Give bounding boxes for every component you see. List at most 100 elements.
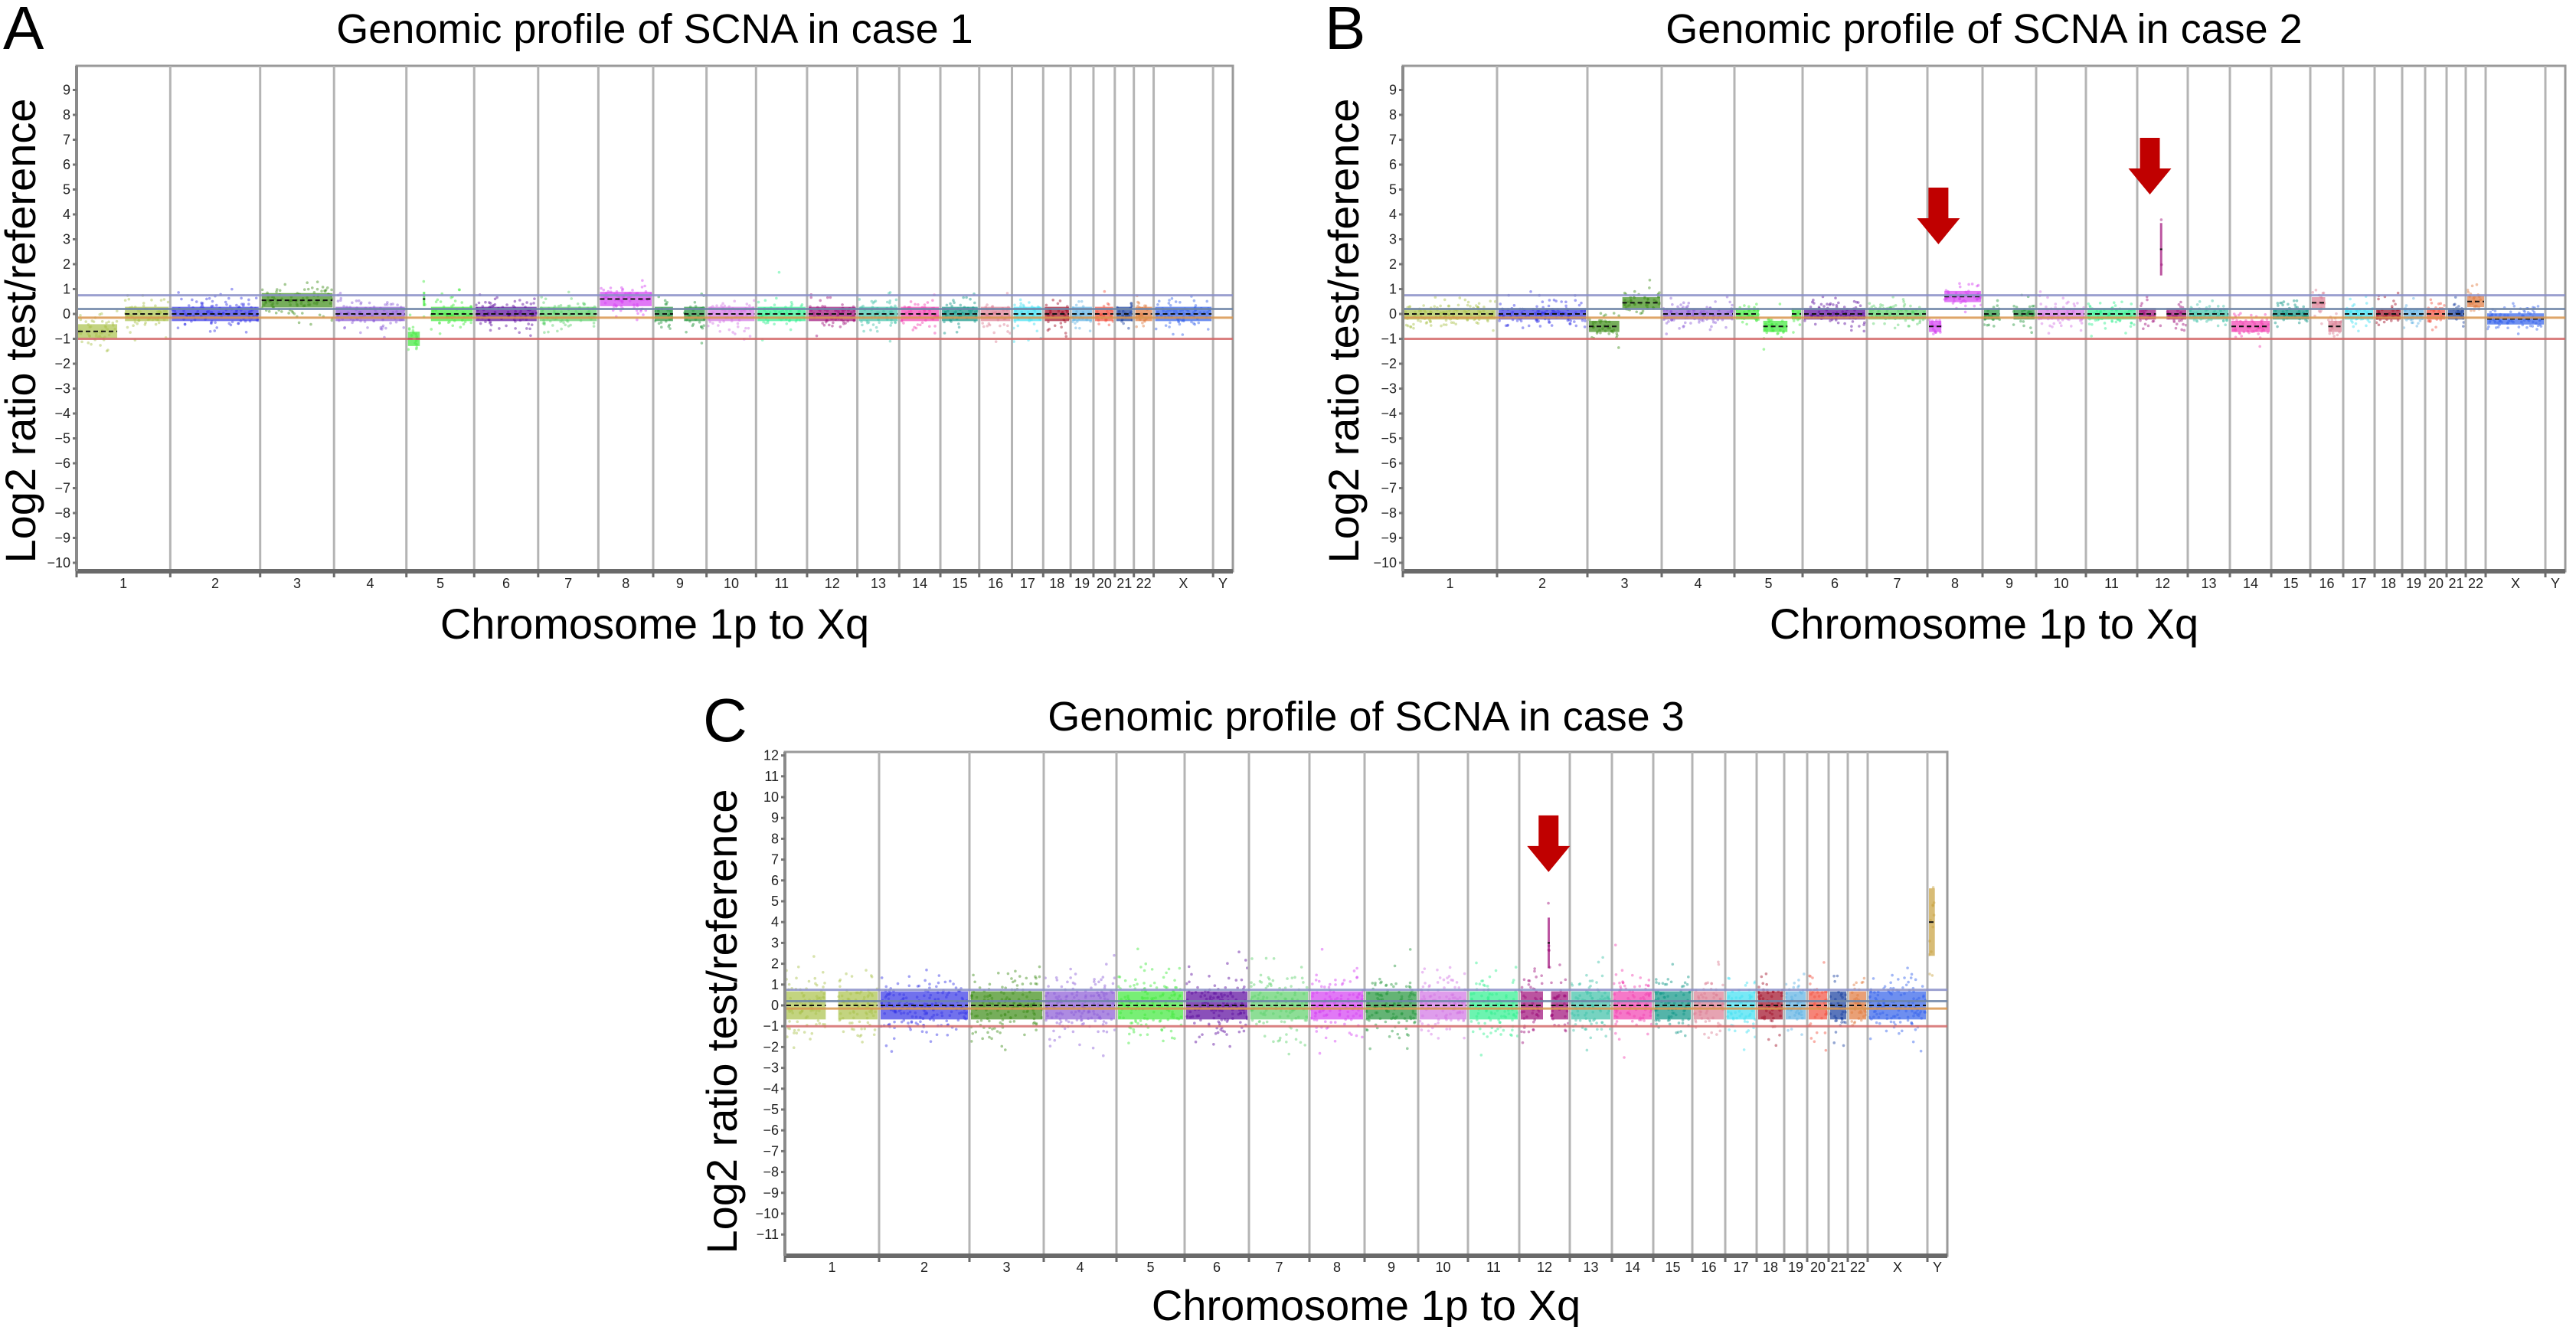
data-point [1447,304,1451,308]
data-point [1633,296,1636,299]
data-point [1070,1011,1074,1014]
data-point [1711,1016,1715,1020]
data-point [928,309,932,312]
data-point [1424,322,1428,325]
data-point [1474,304,1478,307]
data-point [2241,322,2244,325]
data-point [894,320,897,324]
data-point [1026,1009,1029,1013]
data-point [774,310,777,314]
chromosome-label: 11 [774,576,789,591]
data-point [620,301,624,304]
data-point [907,310,910,313]
data-point [1172,1013,1175,1016]
data-point [1313,1015,1317,1018]
data-point [2225,319,2228,322]
data-point [412,331,415,335]
data-point [1951,302,1955,305]
data-point [1767,324,1770,327]
data-point [278,289,282,293]
data-point [775,296,778,300]
data-point [870,992,874,996]
data-point [2473,305,2476,309]
data-point [1589,992,1592,995]
data-point [840,994,844,998]
data-point [2429,319,2432,322]
data-point [1444,1016,1447,1020]
data-point [2498,323,2501,326]
data-point [972,973,975,977]
data-point [792,1046,796,1049]
data-point [1613,943,1617,946]
data-point [1216,995,1219,999]
data-point [943,310,947,314]
data-point [2224,323,2227,327]
data-point [438,332,442,335]
data-point [1451,314,1455,317]
chromosome-label: 13 [871,576,886,591]
data-point [1143,320,1146,323]
data-point [2225,319,2228,322]
data-point [1672,319,1675,322]
data-point [315,302,319,306]
data-point [443,312,446,315]
data-point [1535,976,1538,979]
data-point [2332,335,2336,338]
data-point [1868,302,1872,306]
data-point [2396,291,2400,295]
data-point [1242,990,1245,994]
data-point [789,309,792,312]
chromosome-label: 22 [2468,576,2483,591]
data-point [1502,1028,1505,1032]
data-point [2331,332,2335,335]
data-point [1652,298,1656,302]
data-point [414,347,418,351]
data-point [2287,314,2291,317]
data-point [1935,319,1938,322]
data-point [1730,997,1734,1000]
data-point [902,322,905,325]
data-point [469,305,472,308]
data-point [1038,965,1041,969]
data-point [2439,318,2443,322]
data-point [893,1020,896,1024]
data-point [543,331,546,334]
data-point [1129,1011,1133,1015]
data-point [865,1012,868,1016]
data-point [1597,319,1601,322]
chromosome-label: Y [1218,576,1228,591]
data-point [1302,992,1306,995]
data-point [842,322,845,325]
data-point [1280,992,1283,996]
data-point [551,324,554,327]
data-point [1448,966,1452,969]
data-point [1623,984,1626,988]
data-point [293,312,296,315]
data-point [2198,300,2202,303]
y-tick-label: −3 [1381,381,1397,397]
data-point [1437,1037,1440,1040]
data-point [948,1014,952,1017]
data-point [2489,310,2493,314]
data-point [525,301,528,304]
data-point [1424,1002,1427,1006]
data-point [1961,300,1964,303]
data-point [359,301,363,304]
data-point [1358,1014,1362,1018]
data-point [2529,312,2532,315]
data-point [2264,312,2267,316]
data-point [1008,332,1012,335]
data-point [1025,976,1028,980]
data-point [957,322,960,325]
data-point [815,995,819,998]
data-point [1120,318,1124,322]
data-point [1090,994,1093,998]
data-point [903,305,907,309]
chromosome-label: X [2511,576,2520,591]
data-point [1525,1015,1528,1018]
data-point [2143,309,2146,312]
data-point [1837,301,1840,305]
data-point [1540,982,1544,985]
data-point [2295,299,2299,302]
data-point [408,313,412,317]
